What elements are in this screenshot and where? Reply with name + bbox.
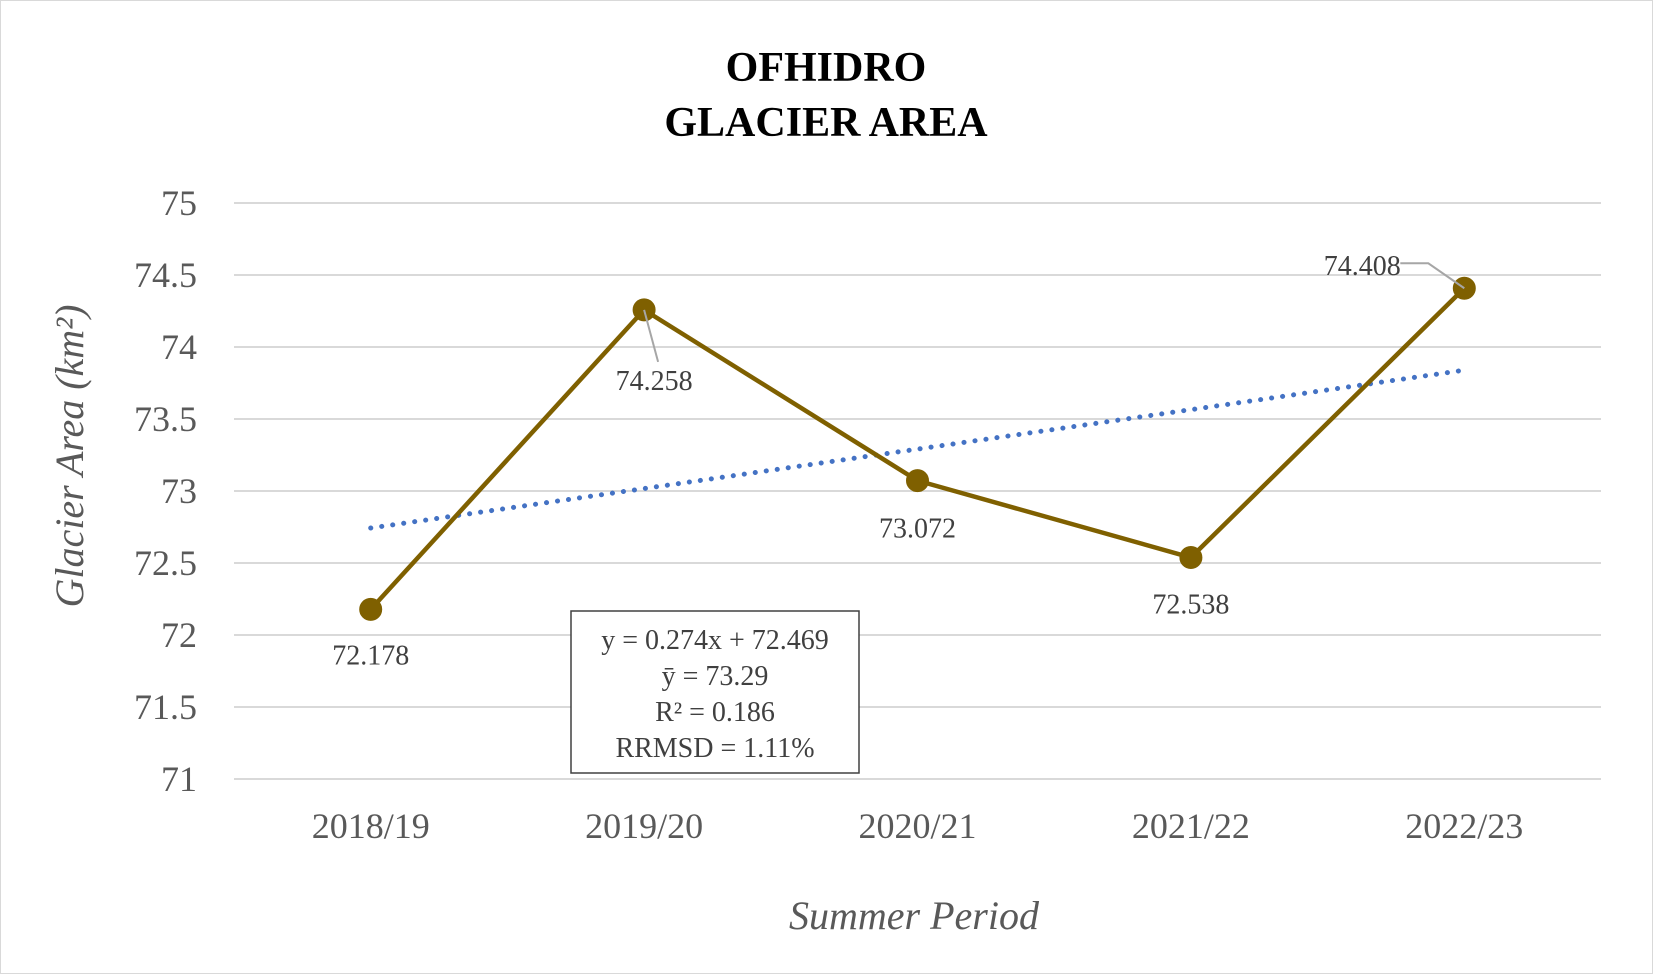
data-label: 74.258 [616, 366, 693, 397]
y-tick-label: 73 [161, 471, 197, 511]
data-label: 73.072 [879, 514, 956, 545]
x-tick-label: 2021/22 [1132, 806, 1250, 846]
y-tick-label: 74.5 [134, 255, 197, 295]
x-tick-label: 2022/23 [1405, 806, 1523, 846]
data-label: 72.538 [1152, 590, 1229, 621]
chart-title-line-2: GLACIER AREA [664, 100, 988, 146]
data-point [1179, 546, 1203, 570]
y-tick-label: 75 [161, 183, 197, 223]
stats-r-squared: R² = 0.186 [655, 697, 775, 728]
x-axis-ticks: 2018/19 2019/20 2020/21 2021/22 2022/23 [312, 806, 1524, 846]
trendline-path [368, 367, 1467, 531]
stats-box-border [570, 610, 860, 774]
data-point [359, 597, 383, 621]
y-tick-label: 74 [161, 327, 197, 367]
stats-rrmsd: RRMSD = 1.11% [615, 733, 814, 764]
data-series [359, 276, 1476, 621]
y-axis-title: Glacier Area (km²) [47, 304, 92, 607]
x-tick-label: 2020/21 [858, 806, 976, 846]
y-tick-label: 71.5 [134, 687, 197, 727]
y-tick-label: 73.5 [134, 399, 197, 439]
data-point [906, 469, 929, 493]
data-label: 74.408 [1324, 251, 1401, 282]
chart-title-line-1: OFHIDRO [726, 45, 927, 91]
stats-mean: ȳ = 73.29 [662, 661, 769, 692]
x-tick-label: 2018/19 [312, 806, 430, 846]
y-tick-label: 72.5 [134, 543, 197, 583]
data-label: 72.178 [332, 640, 409, 671]
regression-stats-box: y = 0.274x + 72.469 ȳ = 73.29 R² = 0.186… [570, 610, 860, 774]
y-tick-label: 72 [161, 615, 197, 655]
x-tick-label: 2019/20 [585, 806, 703, 846]
y-tick-label: 71 [161, 759, 197, 799]
data-label-leader [1400, 262, 1465, 290]
series-line [369, 286, 1466, 611]
x-axis-title: Summer Period [789, 893, 1040, 938]
chart-title: OFHIDRO GLACIER AREA [664, 45, 988, 146]
y-axis-ticks: 71 71.5 72 72.5 73 73.5 74 74.5 75 [134, 183, 197, 799]
trendline [368, 367, 1467, 531]
data-label-leader [643, 309, 660, 363]
stats-equation: y = 0.274x + 72.469 [601, 625, 829, 656]
data-labels: 72.178 74.258 73.072 72.538 74.408 [332, 251, 1465, 671]
